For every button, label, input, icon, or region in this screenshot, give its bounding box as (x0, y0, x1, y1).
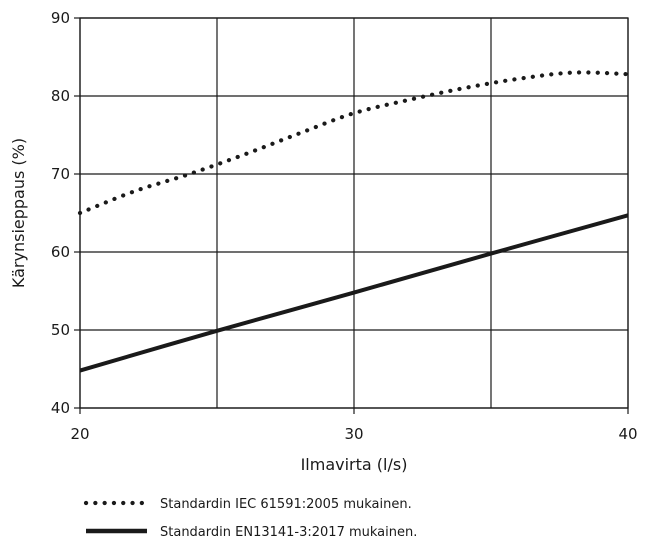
y-axis-label: Kärynsieppaus (%) (9, 138, 28, 288)
x-tick-label: 20 (70, 425, 89, 443)
series-group (77, 70, 631, 373)
y-tick-label: 50 (51, 321, 70, 339)
y-tick-label: 90 (51, 9, 70, 27)
x-tick-labels: 20 30 40 (70, 408, 638, 443)
y-tick-label: 40 (51, 399, 70, 417)
x-tick-label: 40 (618, 425, 637, 443)
y-tick-label: 70 (51, 165, 70, 183)
y-tick-label: 80 (51, 87, 70, 105)
legend-label-2: Standardin EN13141-3:2017 mukainen. (160, 525, 417, 540)
legend: Standardin IEC 61591:2005 mukainen. Stand… (83, 497, 417, 540)
grid (79, 17, 629, 409)
legend-label-1: Standardin IEC 61591:2005 mukainen. (160, 497, 412, 512)
x-tick-label: 30 (344, 425, 363, 443)
series-line-2 (79, 213, 629, 373)
y-tick-labels: 40 50 60 70 80 90 (51, 9, 80, 417)
series-line-1 (77, 70, 631, 216)
y-tick-label: 60 (51, 243, 70, 261)
x-axis-label: Ilmavirta (l/s) (301, 455, 408, 474)
